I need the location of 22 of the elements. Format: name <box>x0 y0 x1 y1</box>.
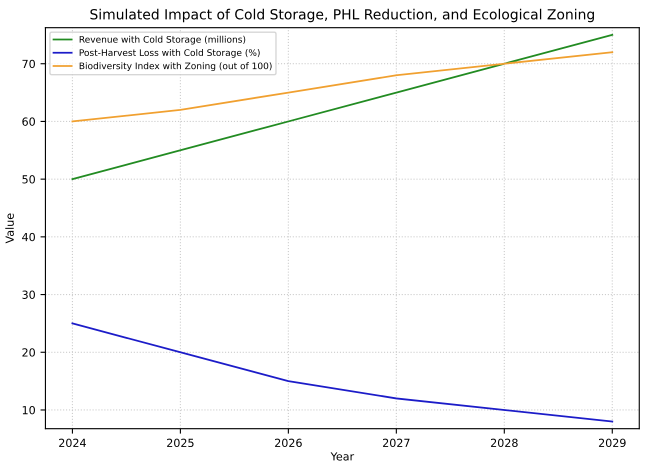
line-series <box>72 322 614 422</box>
x-axis-title: Year <box>330 452 354 461</box>
y-axis-title: Value <box>5 214 14 244</box>
y-tick-label: 10 <box>22 406 35 414</box>
y-tick-label: 60 <box>22 117 35 126</box>
x-tick-label: 2025 <box>167 438 194 448</box>
y-tick-label: 70 <box>22 60 35 68</box>
y-tick-label: 50 <box>22 175 35 184</box>
legend-label: Post-Harvest Loss with Cold Storage (%) <box>80 49 260 58</box>
y-tick-label: 20 <box>22 348 35 357</box>
y-tick-label: 40 <box>22 232 35 242</box>
x-tick-label: 2029 <box>598 438 626 448</box>
legend-label: Revenue with Cold Storage (millions) <box>80 36 246 45</box>
x-tick-label: 2026 <box>275 438 302 448</box>
chart-title: Simulated Impact of Cold Storage, PHL Reduction, and Ecological Zoning <box>90 8 594 22</box>
line-series <box>72 34 614 180</box>
x-tick-label: 2024 <box>59 438 86 448</box>
x-tick-label: 2028 <box>490 438 518 448</box>
legend-label: Biodiversity Index with Zoning (out of 100) <box>80 62 272 72</box>
line-series <box>72 51 614 122</box>
y-tick-label: 30 <box>22 290 35 299</box>
x-tick-label: 2027 <box>383 438 410 448</box>
